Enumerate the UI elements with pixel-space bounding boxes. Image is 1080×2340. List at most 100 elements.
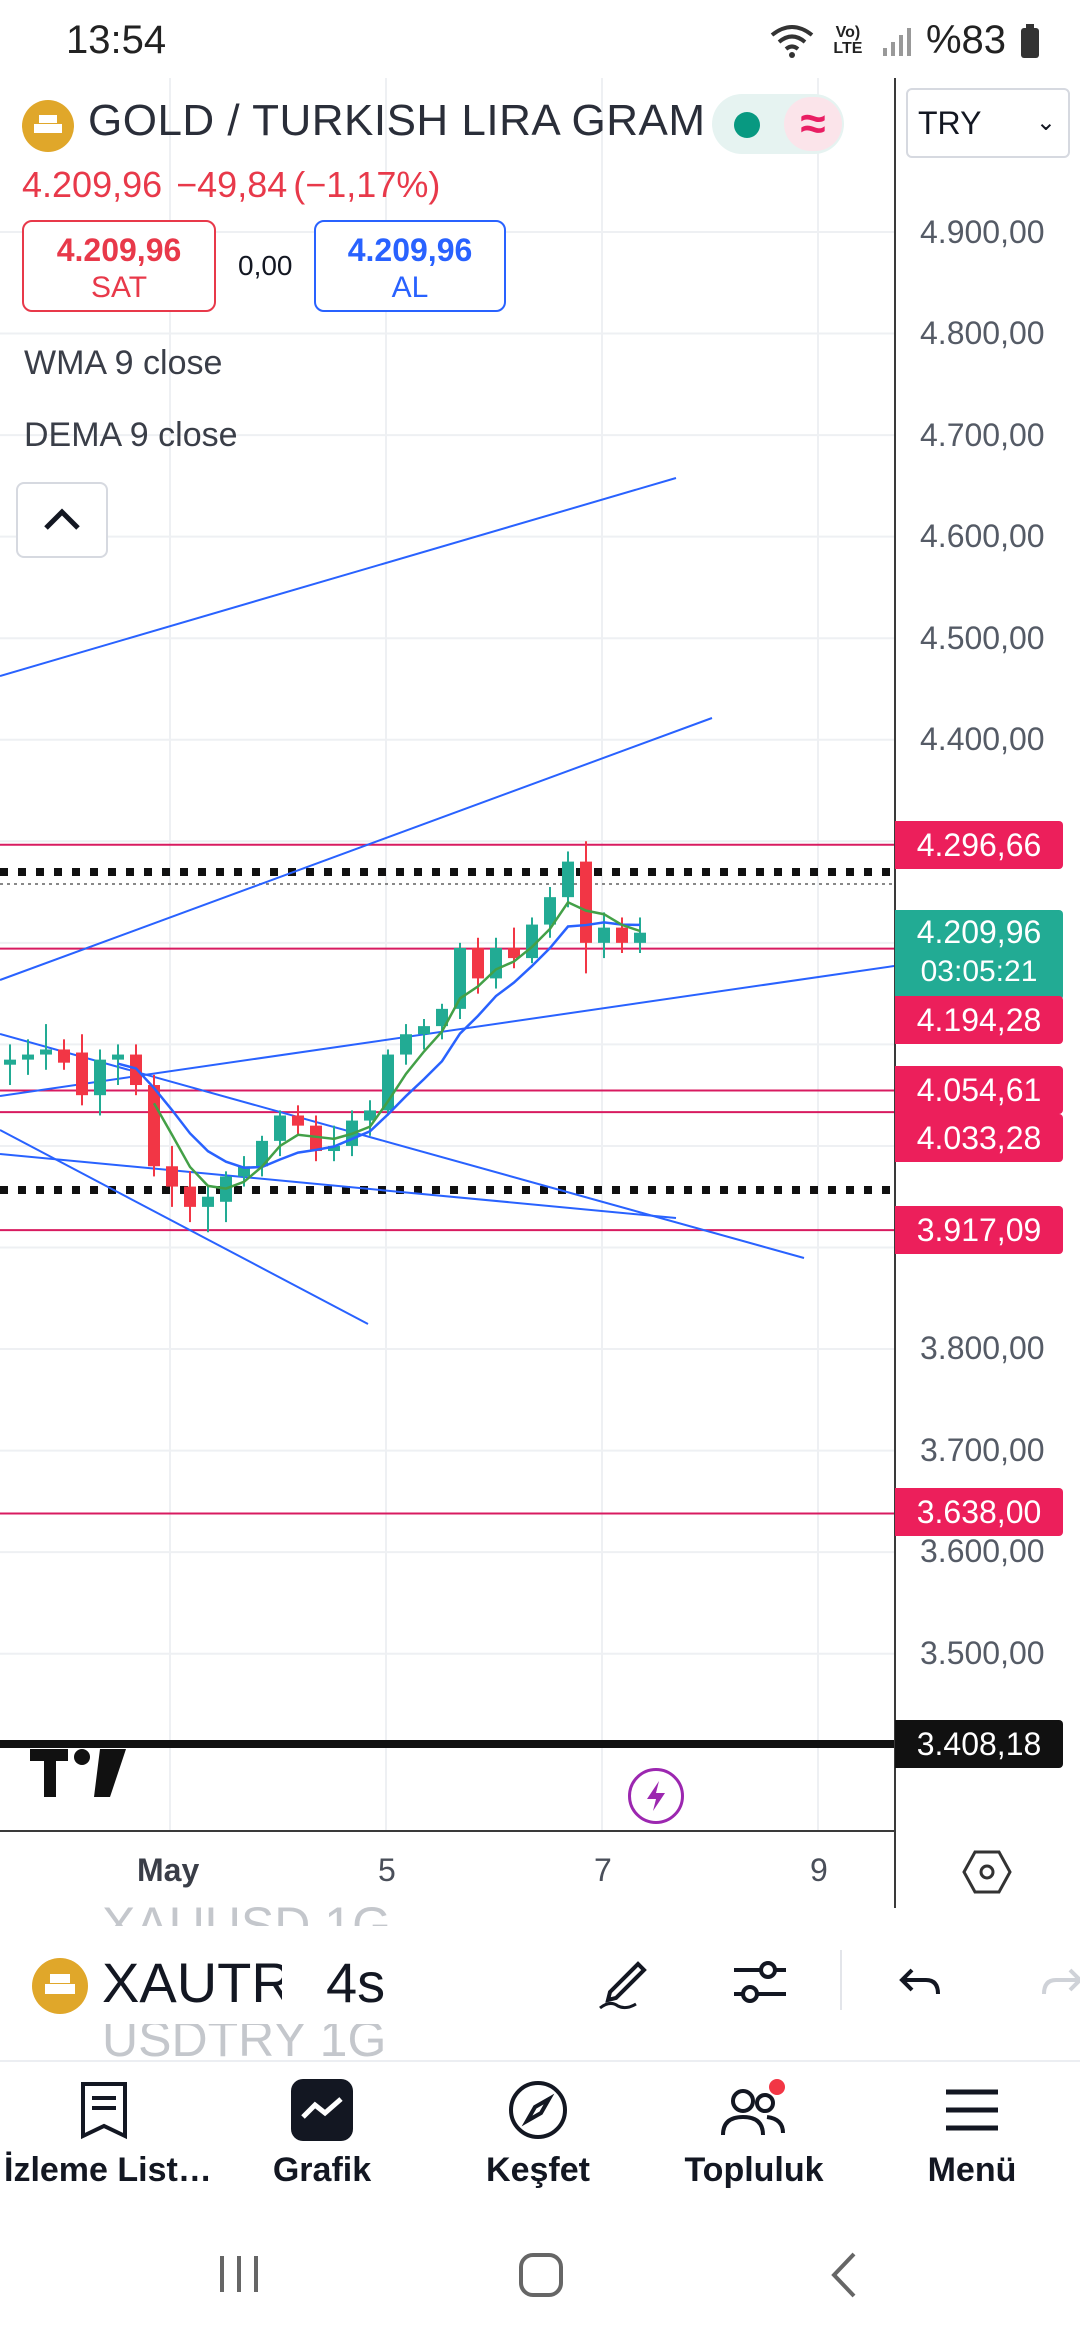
price-tick: 4.800,00 (920, 315, 1045, 351)
tradingview-logo[interactable] (30, 1740, 130, 1814)
symbol-ticker[interactable]: XAUTRY (102, 1951, 282, 2014)
wifi-icon (770, 24, 814, 58)
candle (526, 917, 538, 964)
price-tick: 4.600,00 (920, 518, 1045, 554)
indicators-icon[interactable] (730, 1952, 790, 2012)
candle (220, 1171, 232, 1223)
price-tag[interactable]: 3.917,09 (895, 1206, 1063, 1254)
bar-countdown: 03:05:21 (920, 955, 1038, 988)
undo-icon[interactable] (896, 1952, 946, 2012)
moving-averages (117, 900, 641, 1190)
back-icon[interactable] (828, 2250, 858, 2300)
candle-body (112, 1054, 124, 1060)
candle-body (400, 1034, 412, 1055)
time-label: 5 (378, 1852, 396, 1888)
nav-watchlist[interactable]: İzleme List… (4, 2075, 212, 2190)
chevron-down-icon: ⌄ (1035, 109, 1056, 136)
horizontal-levels (0, 843, 894, 1748)
gold-logo-icon (22, 100, 74, 152)
chart-grid (0, 78, 894, 1830)
gold-logo-icon (32, 1958, 88, 2014)
nav-community[interactable]: Topluluk (654, 2075, 854, 2190)
candle (328, 1125, 340, 1162)
chart-area[interactable] (0, 78, 1080, 1908)
candle-body (580, 861, 592, 943)
candle (184, 1171, 196, 1223)
price-tick: 3.600,00 (920, 1533, 1045, 1569)
candle-body (256, 1140, 268, 1167)
indicator-dema[interactable]: DEMA 9 close (24, 416, 238, 454)
battery-icon (1021, 23, 1039, 58)
candle (76, 1034, 88, 1106)
nav-explore[interactable]: Keşfet (438, 2075, 638, 2190)
time-label: 9 (810, 1852, 828, 1888)
symbol-toolbar (0, 1910, 1080, 2060)
candle-body (4, 1059, 16, 1065)
candle-body (40, 1049, 52, 1055)
candle (256, 1135, 268, 1177)
collapse-indicators-button[interactable] (16, 482, 108, 558)
buy-button[interactable]: 4.209,96 AL (314, 220, 506, 312)
candle-body (58, 1049, 70, 1063)
candle (274, 1110, 286, 1157)
candle-body (454, 947, 466, 1009)
price-change-pct: (−1,17%) (293, 164, 441, 205)
candle (4, 1044, 16, 1086)
price-tag[interactable]: 4.296,66 (895, 821, 1063, 869)
prev-symbol[interactable]: XAUUSD 1G (102, 1897, 391, 1926)
currency-select[interactable]: TRY ⌄ (906, 88, 1070, 158)
recent-apps-icon[interactable] (216, 2252, 262, 2296)
currency-value: TRY (918, 105, 982, 141)
price-chart[interactable] (0, 78, 1080, 1908)
status-time: 13:54 (66, 18, 167, 62)
price-tag[interactable]: 3.638,00 (895, 1488, 1063, 1536)
time-axis[interactable] (0, 1830, 894, 1910)
candle-body (184, 1186, 196, 1207)
nav-label: Keşfet (486, 2151, 590, 2189)
spread-value: 0,00 (238, 250, 293, 281)
nav-label: Grafik (272, 2151, 372, 2189)
trend-lines (0, 477, 895, 1325)
price-tick: 3.700,00 (920, 1432, 1045, 1468)
wave-icon[interactable]: ≈ (784, 97, 842, 151)
candle (202, 1186, 214, 1233)
price-tick: 4.700,00 (920, 417, 1045, 453)
trend-line (0, 965, 895, 1097)
sell-button[interactable]: 4.209,96 SAT (22, 220, 216, 312)
price-tick: 4.900,00 (920, 214, 1045, 250)
redo-icon[interactable] (1036, 1952, 1080, 2012)
sell-label: SAT (90, 271, 148, 304)
nav-chart[interactable]: Grafik (222, 2075, 422, 2190)
candle-body (310, 1125, 322, 1152)
candle (562, 851, 574, 908)
next-symbol[interactable]: USDTRY 1G (102, 2024, 387, 2060)
candle-body (166, 1166, 178, 1187)
nav-menu[interactable]: Menü (872, 2075, 1072, 2190)
bolt-icon[interactable] (628, 1768, 684, 1824)
chart-settings-icon[interactable] (962, 1850, 1012, 1899)
price-tag[interactable]: 4.054,61 (895, 1066, 1063, 1114)
buy-price: 4.209,96 (347, 232, 473, 268)
battery-level: %83 (925, 18, 1006, 62)
wma-line (117, 921, 641, 1169)
home-icon[interactable] (518, 2252, 564, 2298)
candle-body (562, 861, 574, 898)
price-tag[interactable]: 4.194,28 (895, 996, 1063, 1044)
time-label: May (137, 1852, 200, 1888)
interval-selector[interactable]: 4s (326, 1951, 386, 2014)
market-open-dot-icon (734, 112, 760, 138)
sell-price: 4.209,96 (56, 232, 182, 268)
trend-line (0, 717, 713, 981)
menu-icon (946, 2089, 998, 2131)
draw-pen-icon[interactable] (596, 1952, 656, 2012)
toolbar-divider (840, 1950, 842, 2010)
indicator-wma[interactable]: WMA 9 close (24, 344, 223, 382)
dema-line (152, 900, 641, 1190)
candle (148, 1074, 160, 1177)
candle-body (202, 1196, 214, 1207)
price-tag[interactable]: 3.408,18 (895, 1720, 1063, 1768)
price-tag[interactable]: 4.033,28 (895, 1114, 1063, 1162)
candle (58, 1039, 70, 1070)
symbol-title[interactable]: GOLD / TURKISH LIRA GRAM (88, 96, 706, 145)
candle (418, 1019, 430, 1050)
